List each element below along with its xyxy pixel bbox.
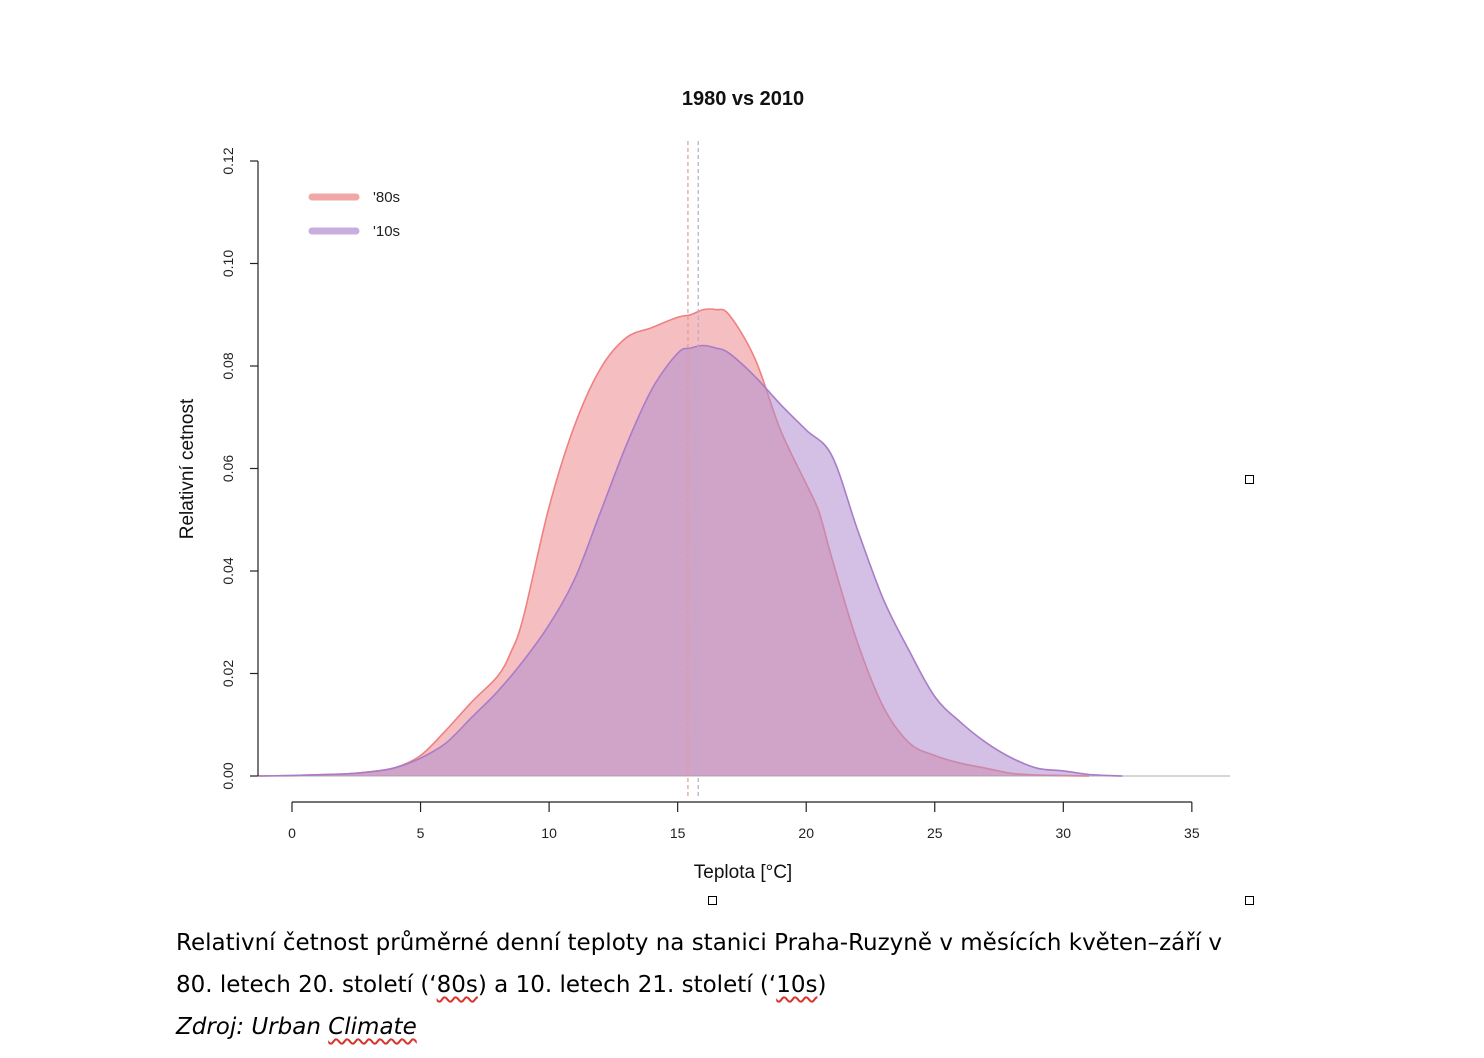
density-line-1	[258, 344, 1123, 777]
density-chart: 1980 vs 2010 Relativní cetnost Teplota […	[177, 88, 1230, 883]
chart-title: 1980 vs 2010	[682, 88, 804, 110]
figure-caption: Relativní četnost průměrné denní teploty…	[176, 922, 1296, 1048]
y-tick-label: 0.06	[220, 455, 236, 482]
y-axis-label: Relativní cetnost	[177, 398, 198, 539]
selection-handle[interactable]	[1245, 896, 1254, 905]
y-tick-label: 0.12	[220, 147, 236, 174]
x-tick-label: 15	[670, 825, 686, 841]
spellcheck-80s[interactable]: 80s	[436, 972, 478, 998]
x-tick-label: 10	[541, 825, 557, 841]
x-tick-label: 20	[798, 825, 814, 841]
x-tick-label: 30	[1056, 825, 1072, 841]
x-axis-label: Teplota [°C]	[694, 862, 792, 883]
x-tick-label: 25	[927, 825, 943, 841]
x-tick-label: 5	[417, 825, 425, 841]
spellcheck-climate[interactable]: Climate	[328, 1014, 417, 1040]
y-tick-label: 0.02	[220, 660, 236, 687]
x-tick-label: 35	[1184, 825, 1200, 841]
y-tick-label: 0.00	[220, 762, 236, 789]
selection-handle[interactable]	[708, 896, 717, 905]
caption-line-1: Relativní četnost průměrné denní teploty…	[176, 930, 1223, 956]
density-area-1	[258, 345, 1123, 776]
caption-line-2: 80. letech 20. století (‘80s) a 10. lete…	[176, 972, 827, 998]
x-tick-label: 0	[288, 825, 296, 841]
selection-handle[interactable]	[1245, 475, 1254, 484]
legend-label: '80s	[373, 189, 400, 206]
y-tick-label: 0.08	[220, 352, 236, 379]
legend-label: '10s	[373, 223, 400, 240]
caption-source: Zdroj: Urban Climate	[176, 1014, 417, 1040]
y-tick-label: 0.04	[220, 557, 236, 584]
spellcheck-10s[interactable]: 10s	[776, 972, 818, 998]
y-tick-label: 0.10	[220, 250, 236, 277]
